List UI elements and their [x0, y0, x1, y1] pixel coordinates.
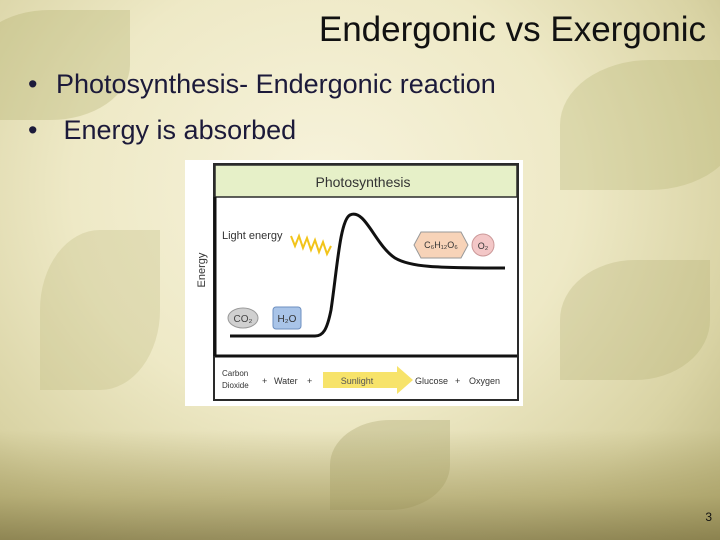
h2o-label: H₂O [278, 314, 297, 325]
energy-curve [230, 212, 506, 338]
background-leaf [560, 260, 710, 380]
bullet-text: Energy is absorbed [56, 115, 297, 145]
glucose-label: C₆H₁₂O₆ [424, 240, 458, 250]
background-leaf [40, 230, 160, 390]
equation-term-water: Water [274, 376, 298, 386]
glucose-molecule [413, 231, 469, 259]
equation-term-oxygen: Oxygen [469, 376, 500, 386]
photosynthesis-figure: Photosynthesis Energy Light energy CO₂ H… [185, 160, 523, 406]
equation-term-carbon: Carbon [222, 369, 248, 378]
equation-term-dioxide: Dioxide [222, 381, 249, 390]
bullet-item: • Energy is absorbed [28, 112, 496, 158]
sunlight-arrow-icon [323, 366, 413, 394]
diagram-frame [213, 163, 519, 401]
oxygen-molecule [471, 233, 495, 257]
background-foliage [0, 430, 720, 540]
diagram-header [214, 164, 518, 198]
photosynthesis-diagram: Photosynthesis Energy Light energy CO₂ H… [196, 163, 519, 401]
page-number: 3 [705, 510, 712, 524]
light-wave-icon [290, 233, 332, 257]
y-axis-label: Energy [196, 252, 208, 287]
equation-term-glucose: Glucose [415, 376, 448, 386]
background-leaf [0, 10, 130, 120]
background-leaf [560, 60, 720, 190]
co2-molecule [227, 307, 259, 329]
bullet-text: Photosynthesis- Endergonic reaction [56, 69, 496, 99]
equation-plus: + [307, 376, 312, 386]
oxygen-label: O₂ [478, 241, 489, 251]
bullet-dot: • [28, 115, 38, 145]
equation-plus: + [455, 376, 460, 386]
bullet-item: • Photosynthesis- Endergonic reaction [28, 66, 496, 112]
h2o-molecule [272, 306, 302, 330]
light-energy-label: Light energy [222, 230, 283, 242]
bullet-list: • Photosynthesis- Endergonic reaction • E… [28, 66, 496, 158]
bullet-dot: • [28, 69, 38, 99]
equation-plus: + [262, 376, 267, 386]
co2-label: CO₂ [234, 314, 253, 325]
equation-arrow-label: Sunlight [341, 376, 374, 386]
slide-title: Endergonic vs Exergonic [318, 10, 706, 49]
diagram-header-text: Photosynthesis [316, 174, 411, 190]
